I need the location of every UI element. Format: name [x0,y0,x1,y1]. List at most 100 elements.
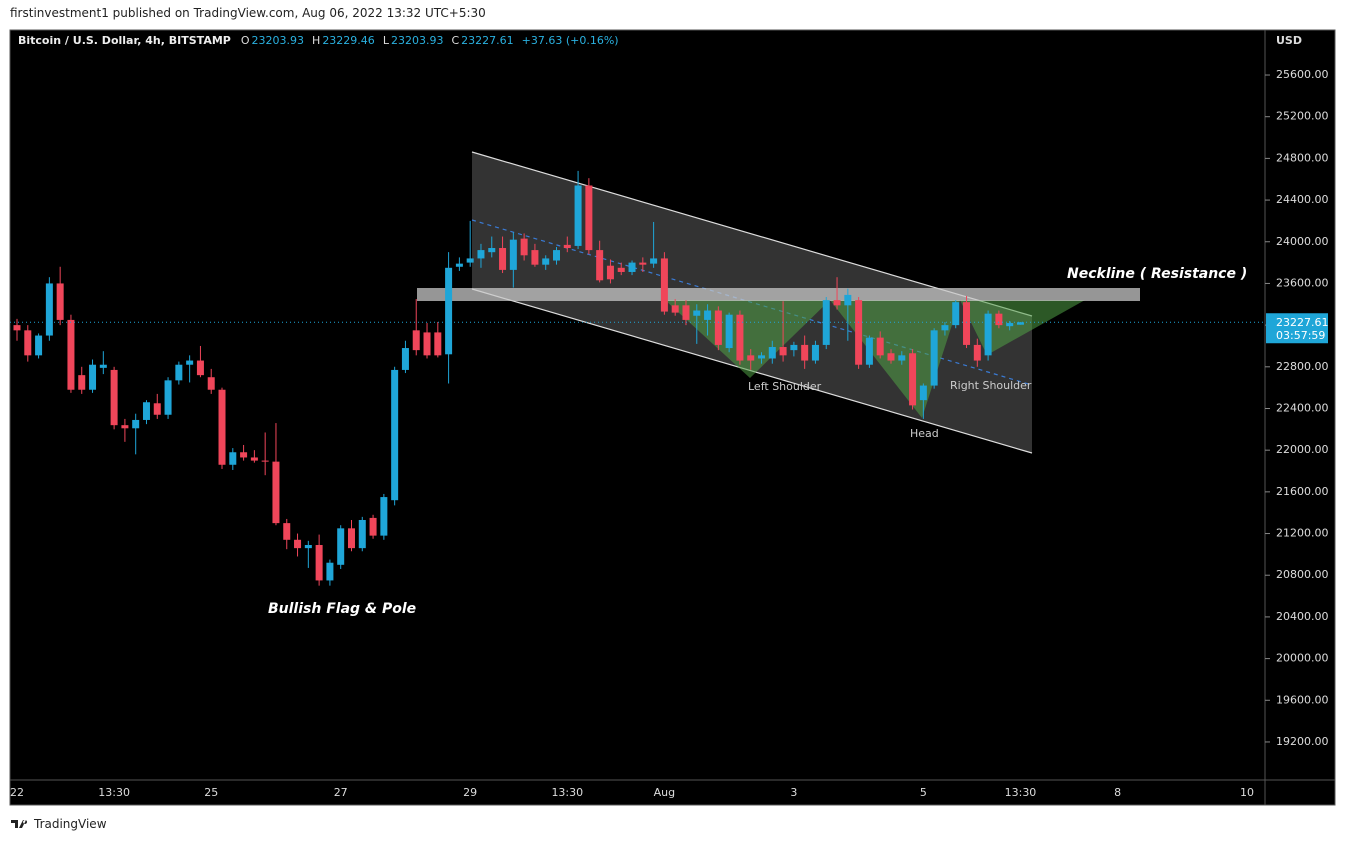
candle-body [272,461,280,524]
y-tick-label: 22000.00 [1276,443,1329,456]
candle-body [477,250,485,259]
candle-body [229,452,237,465]
x-tick-label: 8 [1114,786,1121,799]
candle-body [639,262,647,265]
y-tick-label: 25600.00 [1276,68,1329,81]
candle-body [682,305,690,320]
neckline-zone [417,288,1140,301]
x-tick-label: 25 [204,786,218,799]
candle-body [78,375,86,390]
candle-body [768,347,776,359]
candle-body [1016,322,1024,325]
y-tick-label: 20400.00 [1276,610,1329,623]
candle-body [142,402,150,420]
y-tick-label: 22400.00 [1276,401,1329,414]
ohlc-value: 23203.93 [390,34,444,47]
candle-body [412,330,420,351]
ohlc-label: L [382,34,389,47]
x-tick-label: 22 [10,786,24,799]
candle-body [693,310,701,316]
candle-body [909,353,917,406]
candle-body [531,250,539,265]
candle-body [941,325,949,331]
head-label: Head [910,427,939,440]
candle-body [801,344,809,361]
x-tick-label: 27 [334,786,348,799]
candle-body [574,185,582,246]
last-price-label: 23227.61 [1276,316,1329,329]
candle-body [865,337,873,365]
candle-body [99,364,107,368]
candle-body [186,360,194,365]
candle-body [121,425,129,429]
candle-body [736,314,744,361]
flag-label: Bullish Flag & Pole [268,601,416,617]
candle-body [606,265,614,280]
candle-body [369,517,377,536]
candle-body [520,238,528,256]
candle-body [35,335,43,356]
candle-body [844,294,852,306]
y-tick-label: 22800.00 [1276,360,1329,373]
candle-body [283,523,291,540]
ohlc-label: C [451,34,460,47]
y-tick-label: 20800.00 [1276,568,1329,581]
y-tick-label: 25200.00 [1276,110,1329,123]
candle-body [714,310,722,345]
candle-body [218,389,226,465]
publisher-line: firstinvestment1 published on TradingVie… [10,6,486,20]
neckline-label: Neckline ( Resistance ) [1067,266,1247,282]
candle-body [876,337,884,356]
candle-body [542,258,550,265]
candle-body [660,258,668,312]
candle-body [725,314,733,349]
countdown: 03:57:59 [1276,329,1325,342]
y-tick-label: 21200.00 [1276,527,1329,540]
candle-body [196,360,204,376]
candle-body [67,319,75,390]
candle-body [650,258,658,264]
x-tick-label: 5 [920,786,927,799]
candle-body [499,248,507,270]
candle-body [304,545,312,549]
ohlc-value: 23229.46 [322,34,375,47]
y-tick-label: 20000.00 [1276,652,1329,665]
candle-body [952,302,960,326]
x-tick-label: 13:30 [1005,786,1037,799]
candle-body [164,380,172,415]
y-tick-label: 24400.00 [1276,193,1329,206]
candle-body [811,344,819,361]
y-tick-label: 19600.00 [1276,693,1329,706]
ohlc-label: O [240,34,250,47]
candle-body [704,310,712,320]
candle-body [563,244,571,249]
candle-body [833,300,841,306]
candle-body [553,250,560,261]
x-tick-label: 13:30 [98,786,130,799]
candle-body [919,385,927,401]
candle-body [207,377,215,390]
candle-body [153,403,161,415]
candle-body [423,332,431,356]
x-tick-label: Aug [654,786,675,799]
logo [11,820,28,828]
candle-body [294,539,302,549]
brand: TradingView [34,817,107,831]
candle-body [89,364,97,390]
candle-body [585,185,593,251]
candle-body [337,528,345,565]
candle-body [790,344,798,351]
candle-body [779,347,787,356]
candle-body [747,355,755,361]
candle-body [391,369,399,501]
candle-body [110,369,118,426]
candle-body [455,263,463,267]
candle-body [466,258,474,263]
symbol: Bitcoin / U.S. Dollar, 4h, BITSTAMP [18,34,231,47]
x-tick-label: 10 [1240,786,1254,799]
x-tick-label: 3 [790,786,797,799]
candle-body [380,497,388,536]
ohlc-value: 23227.61 [461,34,514,47]
last-price-box [1266,313,1328,344]
